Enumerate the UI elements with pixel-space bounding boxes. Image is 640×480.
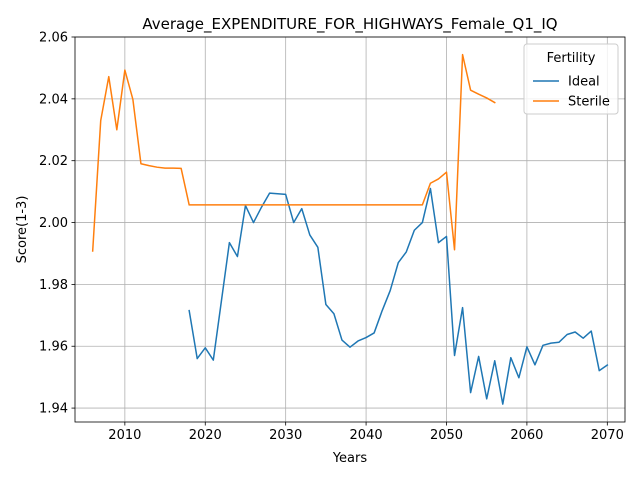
y-tick-label: 1.96	[39, 340, 68, 355]
y-axis: 1.94 1.96 1.98 2.00 2.02 2.04 2.06	[39, 31, 75, 417]
x-tick-label: 2020	[189, 428, 222, 443]
legend: Fertility Ideal Sterile	[523, 43, 619, 115]
x-tick-label: 2010	[108, 428, 141, 443]
legend-title: Fertility	[547, 51, 596, 66]
plot-frame	[74, 36, 626, 423]
chart-title: Average_EXPENDITURE_FOR_HIGHWAYS_Female_…	[142, 15, 557, 34]
series-line-sterile	[91, 53, 496, 252]
x-tick-label: 2030	[269, 428, 302, 443]
x-tick-label: 2050	[430, 428, 463, 443]
y-tick-label: 1.94	[39, 402, 68, 417]
y-tick-label: 2.02	[39, 154, 68, 169]
y-tick-label: 1.98	[39, 278, 68, 293]
legend-label-sterile: Sterile	[568, 95, 610, 110]
x-tick-label: 2040	[350, 428, 383, 443]
x-axis-label: Years	[332, 451, 368, 466]
series-layer	[91, 53, 609, 405]
y-tick-label: 2.04	[39, 92, 68, 107]
x-tick-label: 2060	[510, 428, 543, 443]
y-tick-label: 2.00	[39, 216, 68, 231]
x-axis: 2010 2020 2030 2040 2050 2060 2070	[108, 422, 624, 443]
legend-box	[523, 43, 619, 115]
y-axis-label: Score(1-3)	[15, 196, 30, 264]
legend-items: Ideal Sterile	[533, 75, 610, 110]
y-tick-label: 2.06	[39, 31, 68, 46]
series-line-ideal	[188, 187, 609, 405]
legend-label-ideal: Ideal	[568, 75, 600, 90]
x-tick-label: 2070	[591, 428, 624, 443]
